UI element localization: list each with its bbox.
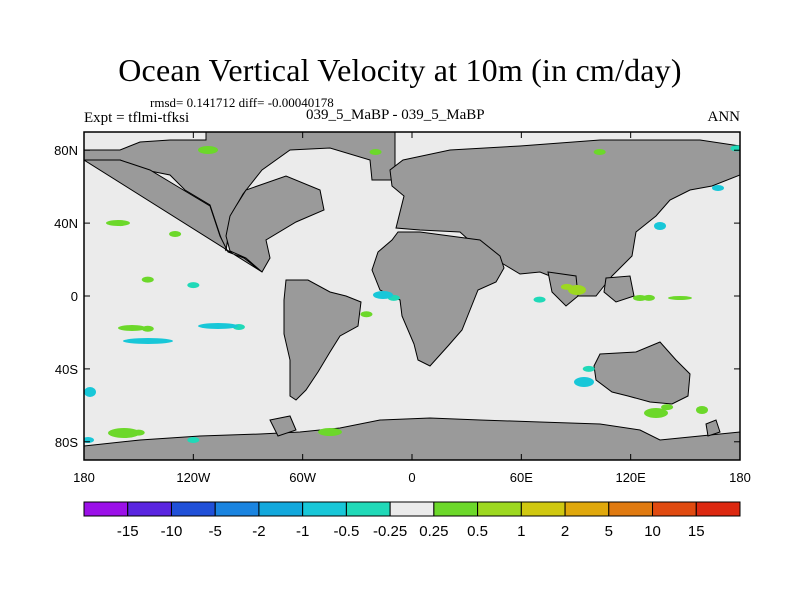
anomaly-point xyxy=(187,282,200,289)
new-zealand-land xyxy=(705,419,721,437)
y-tick-label: 80S xyxy=(55,435,78,450)
anomaly-blob xyxy=(668,296,692,300)
x-tick-label: 180 xyxy=(729,470,751,485)
anomaly-blob xyxy=(696,406,708,414)
anomaly-blob xyxy=(84,387,96,397)
southeast-asia-land xyxy=(603,275,635,303)
anomaly-blob xyxy=(123,338,173,344)
colorbar-swatch xyxy=(477,501,522,517)
experiment-label: Expt = tflmi-tfksi xyxy=(84,110,190,126)
colorbar-label: 15 xyxy=(688,523,705,540)
anomaly-point xyxy=(169,231,182,238)
colorbar-label: -0.25 xyxy=(373,523,407,540)
anomaly-blob xyxy=(712,185,724,191)
anomaly-point xyxy=(593,149,606,156)
chart-title: Ocean Vertical Velocity at 10m (in cm/da… xyxy=(118,52,682,88)
colorbar-label: 2 xyxy=(561,523,569,540)
axis-ticks: 180 120W 60W 0 60E 120E 180 80N 40N 0 40S 80S xyxy=(54,132,751,485)
anomaly-point xyxy=(187,436,200,443)
colorbar-swatch xyxy=(345,501,391,517)
anomaly-blob xyxy=(118,325,146,331)
y-tick-label: 40S xyxy=(55,362,78,377)
colorbar-swatch xyxy=(258,501,304,517)
africa-land xyxy=(371,231,505,367)
north-america-land xyxy=(84,159,325,273)
x-tick-label: 180 xyxy=(73,470,95,485)
colorbar-swatch xyxy=(389,501,435,517)
land-mask xyxy=(84,132,740,460)
anomaly-blob xyxy=(373,291,393,299)
anomaly-blob xyxy=(633,295,647,301)
colorbar: -15 -10 -5 -2 -1 -0.5 -0.25 0.25 0.5 1 2 5 10 15 xyxy=(83,501,741,540)
anomaly-blob xyxy=(574,377,594,387)
colorbar-swatch xyxy=(652,501,697,517)
case-label: 039_5_MaBP - 039_5_MaBP xyxy=(306,107,485,123)
colorbar-label: 1 xyxy=(517,523,525,540)
stats-label: rmsd= 0.141712 diff= -0.00040178 xyxy=(150,95,334,110)
colorbar-swatch xyxy=(170,501,216,517)
x-tick-label: 0 xyxy=(408,470,415,485)
anomaly-blob xyxy=(654,222,666,230)
colorbar-swatch xyxy=(433,501,479,517)
anomaly-point xyxy=(141,276,154,283)
colorbar-label: -0.5 xyxy=(333,523,359,540)
colorbar-label: -10 xyxy=(161,523,183,540)
south-america-land xyxy=(283,279,362,401)
colorbar-label: -15 xyxy=(117,523,139,540)
anomaly-blob xyxy=(106,220,130,226)
australia-land xyxy=(593,341,691,405)
colorbar-label: 10 xyxy=(644,523,661,540)
anomaly-point xyxy=(360,311,373,318)
colorbar-label: -2 xyxy=(252,523,265,540)
x-tick-label: 120W xyxy=(176,470,211,485)
colorbar-label: 0.25 xyxy=(419,523,448,540)
colorbar-swatch xyxy=(127,501,172,517)
colorbar-label: -1 xyxy=(296,523,309,540)
colorbar-label: -5 xyxy=(209,523,222,540)
colorbar-label: 0.5 xyxy=(467,523,488,540)
x-tick-label: 120E xyxy=(615,470,646,485)
colorbar-swatch xyxy=(564,501,610,517)
colorbar-swatch xyxy=(214,501,260,517)
anomaly-point xyxy=(533,296,546,303)
colorbar-swatch xyxy=(302,501,347,517)
y-tick-label: 80N xyxy=(54,143,78,158)
map-area xyxy=(84,132,740,460)
colorbar-swatch xyxy=(608,501,654,517)
colorbar-label: 5 xyxy=(605,523,613,540)
anomaly-blob xyxy=(568,285,586,295)
sub-antarctic-island-land xyxy=(269,415,297,437)
y-tick-label: 40N xyxy=(54,216,78,231)
colorbar-swatch xyxy=(520,501,566,517)
extra-anomaly-blobs xyxy=(84,146,724,443)
anomaly-blob xyxy=(198,323,238,329)
season-label: ANN xyxy=(707,109,741,125)
anomaly-blob xyxy=(318,428,342,436)
anomaly-point xyxy=(661,404,674,411)
anomaly-blob xyxy=(108,428,140,438)
colorbar-swatch xyxy=(83,501,129,517)
x-tick-label: 60W xyxy=(289,470,316,485)
anomaly-blob xyxy=(644,408,668,418)
antarctica-land xyxy=(84,417,740,460)
colorbar-swatch xyxy=(695,501,741,517)
anomaly-point xyxy=(369,149,382,156)
anomaly-point xyxy=(582,365,595,372)
anomaly-blob xyxy=(198,146,218,154)
x-tick-label: 60E xyxy=(510,470,533,485)
y-tick-label: 0 xyxy=(71,289,78,304)
